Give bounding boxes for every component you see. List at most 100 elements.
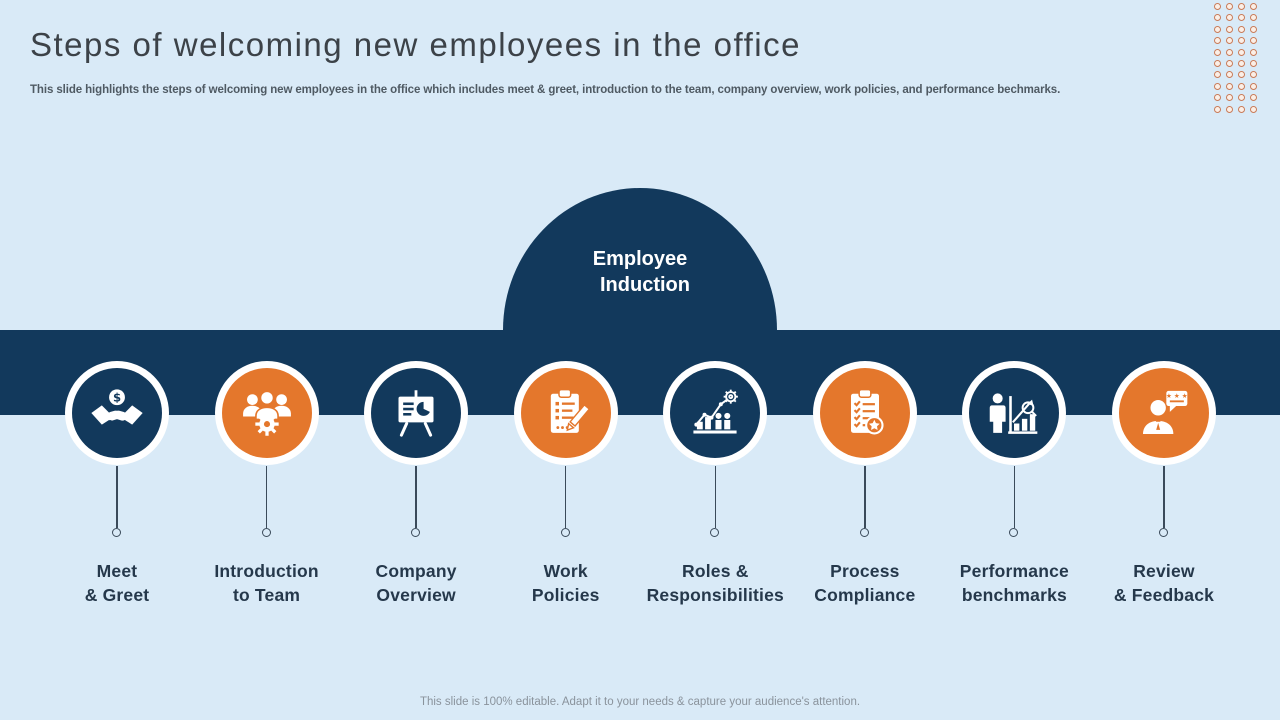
- step-item-process-compliance: Process Compliance: [785, 361, 945, 641]
- decorative-dot: [1238, 71, 1245, 79]
- step-label-line-1: Review: [1133, 561, 1195, 581]
- connector-node: [261, 528, 271, 537]
- decorative-dot: [1250, 94, 1257, 102]
- step-label: Performance benchmarks: [934, 559, 1094, 607]
- decorative-dot: [1238, 37, 1245, 45]
- step-circle: [520, 368, 611, 458]
- step-circle: ★ ★ ★: [1118, 368, 1209, 458]
- connector-node: [560, 528, 570, 537]
- decorative-dot: [1238, 25, 1245, 33]
- step-label-line-2: Responsibilities: [646, 585, 784, 605]
- decorative-dot: [1226, 71, 1233, 79]
- step-label: Work Policies: [486, 559, 646, 607]
- connector-line: [564, 466, 567, 528]
- decorative-dot: [1214, 59, 1221, 67]
- page-subtitle: This slide highlights the steps of welco…: [30, 84, 1061, 96]
- team-gear-icon: [242, 390, 291, 436]
- step-label-line-1: Company: [375, 561, 457, 581]
- handshake-dollar-icon: $: [91, 389, 143, 426]
- connector-node: [1158, 528, 1168, 537]
- decorative-dot: [1250, 82, 1257, 90]
- decorative-dot: [1226, 14, 1233, 22]
- connector-line: [415, 466, 417, 528]
- step-label-line-1: Introduction: [214, 561, 319, 581]
- decorative-dot: [1238, 59, 1245, 67]
- decorative-dot: [1238, 82, 1245, 90]
- step-label: Process Compliance: [785, 559, 945, 607]
- decorative-dot: [1250, 3, 1257, 10]
- decorative-dot: [1238, 105, 1245, 113]
- svg-text:★ ★ ★: ★ ★ ★: [1166, 392, 1188, 400]
- employee-induction-label: Employee Induction: [503, 246, 777, 298]
- step-item-review-feedback: ★ ★ ★ Review & Feedback: [1084, 361, 1244, 641]
- page-title: Steps of welcoming new employees in the …: [30, 26, 801, 63]
- step-circle-ring: [364, 361, 469, 465]
- step-item-performance-benchmarks: Performance benchmarks: [934, 361, 1094, 641]
- connector-line: [265, 466, 268, 528]
- step-label-line-1: Process: [830, 561, 900, 581]
- step-item-introduction-to-team: Introduction to Team: [187, 361, 347, 641]
- step-label-line-2: Overview: [376, 585, 456, 605]
- timeline-band: [0, 330, 1280, 415]
- decorative-dot: [1250, 59, 1257, 67]
- step-item-company-overview: Company Overview: [336, 361, 496, 641]
- decorative-dot: [1226, 94, 1233, 102]
- decorative-dot: [1250, 105, 1257, 113]
- connector-node: [112, 528, 121, 537]
- step-circle: [221, 368, 312, 458]
- step-circle: [969, 368, 1060, 458]
- step-label-line-1: Roles &: [681, 561, 749, 581]
- step-circle-ring: [663, 361, 768, 465]
- feedback-person-icon: ★ ★ ★: [1142, 390, 1188, 434]
- decorative-dot: [1226, 37, 1233, 45]
- step-circle-ring: $: [65, 361, 169, 465]
- step-label: Company Overview: [336, 559, 496, 607]
- step-circle-ring: [513, 361, 618, 465]
- presentation-board-icon: [398, 390, 434, 437]
- decorative-dot: [1214, 3, 1221, 10]
- connector-node: [859, 528, 869, 537]
- footer-note: This slide is 100% editable. Adapt it to…: [419, 696, 861, 708]
- analytics-magnifier-icon: [990, 393, 1038, 434]
- decorative-dot: [1238, 14, 1245, 22]
- svg-text:$: $: [113, 390, 121, 404]
- decorative-dot: [1226, 59, 1233, 67]
- decorative-dot: [1238, 48, 1245, 56]
- step-circle: [819, 368, 910, 458]
- induction-line-1: Employee: [592, 248, 688, 270]
- decorative-dot: [1226, 3, 1233, 10]
- step-label-line-1: Work: [543, 561, 588, 581]
- step-circle: [371, 368, 462, 458]
- decorative-dot: [1250, 48, 1257, 56]
- decorative-dot: [1214, 37, 1221, 45]
- connector-node: [710, 528, 720, 537]
- connector-line: [714, 466, 717, 528]
- employee-induction-dome: Employee Induction: [503, 188, 777, 330]
- decorative-dot: [1214, 14, 1221, 22]
- step-label: Review & Feedback: [1084, 559, 1244, 607]
- connector-line: [1163, 466, 1165, 528]
- decorative-dot: [1214, 48, 1221, 56]
- decorative-dots-grid: [1214, 3, 1257, 113]
- step-label-line-1: Meet: [96, 561, 138, 581]
- step-label-line-2: to Team: [232, 585, 301, 605]
- connector-node: [411, 528, 421, 537]
- step-item-roles-responsibilities: Roles & Responsibilities: [635, 361, 795, 641]
- decorative-dot: [1250, 37, 1257, 45]
- step-circle-ring: [812, 361, 917, 465]
- step-circle-ring: [962, 361, 1067, 465]
- step-label-line-2: Compliance: [814, 585, 916, 605]
- step-item-work-policies: Work Policies: [486, 361, 646, 641]
- step-circle: [670, 368, 761, 458]
- step-label: Introduction to Team: [187, 559, 347, 607]
- step-circle: $: [72, 368, 162, 458]
- connector-line: [864, 466, 866, 528]
- decorative-dot: [1238, 94, 1245, 102]
- decorative-dot: [1250, 71, 1257, 79]
- step-label: Meet & Greet: [37, 559, 197, 607]
- step-label-line-2: Policies: [531, 585, 600, 605]
- connector-line: [1013, 466, 1016, 528]
- step-label-line-2: & Greet: [84, 585, 150, 605]
- decorative-dot: [1226, 105, 1233, 113]
